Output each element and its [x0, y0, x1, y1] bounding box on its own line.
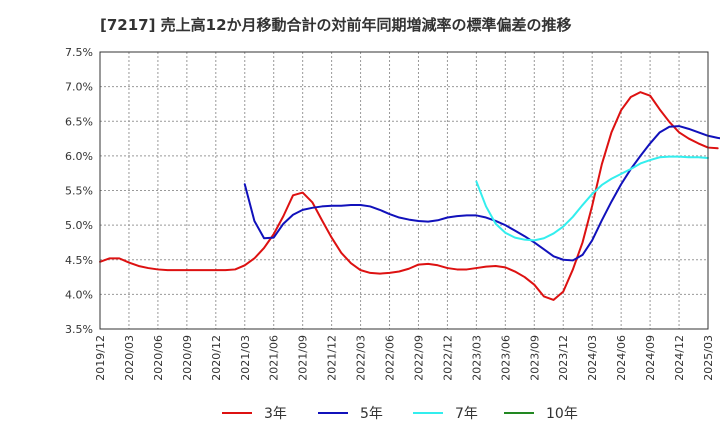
- series-layer: [99, 91, 720, 301]
- chart-title: [7217] 売上高12か月移動合計の対前年同期増減率の標準偏差の推移: [100, 16, 572, 34]
- x-tick-label: 2022/12: [441, 335, 454, 381]
- x-axis-ticks: 2019/12 2020/03 2020/06 2020/09 2020/12 2021/…: [94, 335, 715, 381]
- x-tick-label: 2020/03: [123, 335, 136, 381]
- x-tick-label: 2019/12: [94, 335, 107, 381]
- y-tick-label: 7.0%: [65, 81, 93, 94]
- x-tick-label: 2020/09: [181, 335, 194, 381]
- y-tick-label: 7.5%: [65, 46, 93, 59]
- x-tick-label: 2022/09: [412, 335, 425, 381]
- legend-item: 5年: [318, 406, 383, 422]
- series-line-5年: [243, 125, 720, 262]
- x-tick-label: 2024/12: [673, 335, 686, 381]
- x-tick-label: 2021/12: [326, 335, 339, 381]
- y-tick-label: 6.5%: [65, 115, 93, 128]
- x-tick-label: 2024/06: [615, 335, 628, 381]
- legend-item: 7年: [413, 406, 478, 422]
- x-tick-label: 2024/03: [586, 335, 599, 381]
- legend-item: 10年: [504, 406, 578, 422]
- x-tick-label: 2025/03: [702, 335, 715, 381]
- y-tick-label: 6.0%: [65, 150, 93, 163]
- x-tick-label: 2022/03: [355, 335, 368, 381]
- x-tick-label: 2023/09: [528, 335, 541, 381]
- x-tick-label: 2020/06: [152, 335, 165, 381]
- x-tick-label: 2021/06: [268, 335, 281, 381]
- legend-label: 5年: [360, 406, 383, 422]
- legend-label: 10年: [546, 406, 578, 422]
- x-tick-label: 2023/06: [499, 335, 512, 381]
- legend-label: 7年: [455, 406, 478, 422]
- series-line-7年: [475, 155, 709, 242]
- x-tick-label: 2024/09: [644, 335, 657, 381]
- legend: 3年 5年 7年 10年: [222, 406, 578, 422]
- y-tick-label: 3.5%: [65, 323, 93, 336]
- series-line-3年: [99, 91, 719, 301]
- y-tick-label: 5.5%: [65, 185, 93, 198]
- y-tick-label: 5.0%: [65, 219, 93, 232]
- x-tick-label: 2020/12: [210, 335, 223, 381]
- y-axis-ticks: 7.5% 7.0% 6.5% 6.0% 5.5% 5.0% 4.5% 4.0% 3.5%: [65, 46, 93, 336]
- y-tick-label: 4.0%: [65, 288, 93, 301]
- x-tick-label: 2023/12: [557, 335, 570, 381]
- x-tick-label: 2021/09: [297, 335, 310, 381]
- x-tick-label: 2022/06: [384, 335, 397, 381]
- legend-item: 3年: [222, 406, 287, 422]
- plot-border: [99, 51, 709, 330]
- legend-label: 3年: [264, 406, 287, 422]
- x-tick-label: 2023/03: [470, 335, 483, 381]
- y-tick-label: 4.5%: [65, 254, 93, 267]
- x-tick-label: 2021/03: [239, 335, 252, 381]
